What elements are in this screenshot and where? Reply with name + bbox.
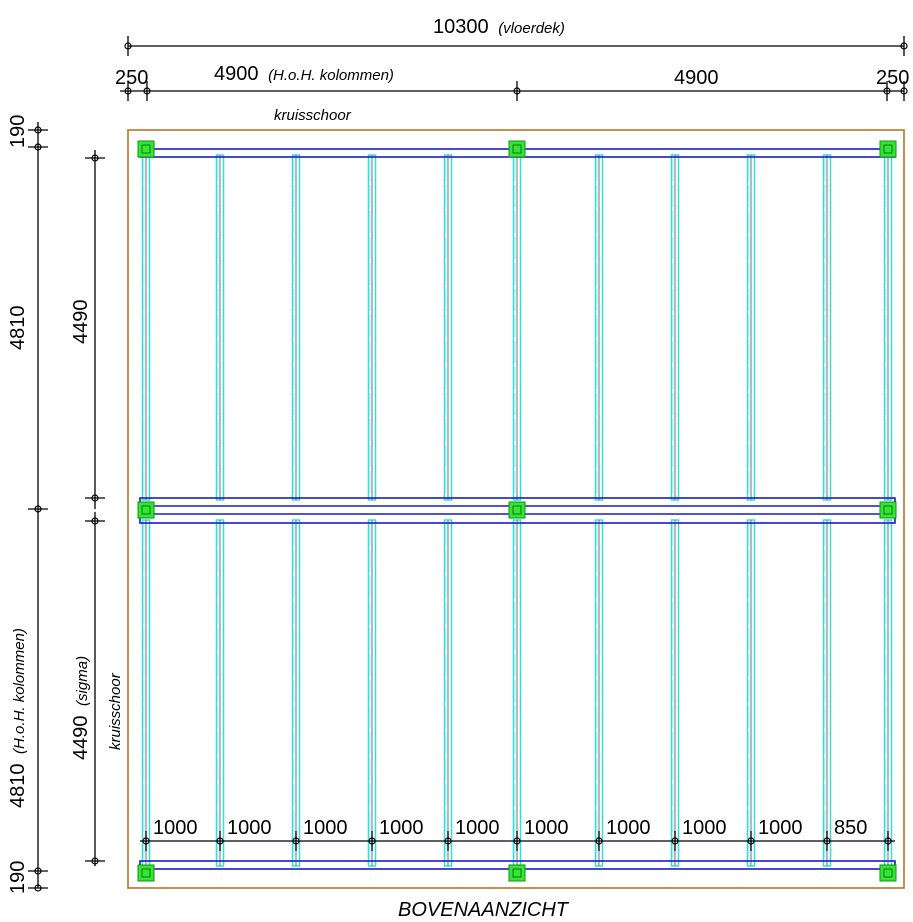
dimension-4810-top: 4810 (7, 306, 29, 351)
dimension-190-bottom: 190 (7, 861, 29, 894)
dimension-total-value: 10300 (433, 16, 489, 38)
joist-spacing-label: 1000 (524, 817, 569, 839)
left-brace-label: kruisschoor (107, 672, 124, 750)
column (508, 864, 526, 882)
joist-spacing-label: 1000 (758, 817, 803, 839)
joist-spacing-label: 1000 (379, 817, 424, 839)
joist-spacing-label: 1000 (455, 817, 500, 839)
dimension-left-outer: 190 4810 4810 (H.o.H. kolommen) 190 (7, 115, 48, 894)
svg-text:4810 (H.o.H. kolommen): 4810 (H.o.H. kolommen) (7, 628, 29, 808)
column (879, 140, 897, 158)
dimension-4900-left-note: (H.o.H. kolommen) (268, 67, 394, 84)
column (879, 501, 897, 519)
joists (141, 154, 893, 867)
svg-text:4490 (sigma): 4490 (sigma) (70, 656, 92, 760)
joist-spacing-label: 1000 (227, 817, 272, 839)
column (137, 501, 155, 519)
joist-spacing-label: 1000 (153, 817, 198, 839)
column (879, 864, 897, 882)
dimension-column-spacing: 250 4900 (H.o.H. kolommen) 4900 250 krui… (115, 63, 909, 124)
dimension-total-width: 10300 (vloerdek) (124, 16, 908, 56)
joist (746, 154, 756, 867)
svg-text:4900 (H.o.H. kolommen): 4900 (H.o.H. kolommen) (214, 63, 394, 85)
joist-spacing-label: 1000 (682, 817, 727, 839)
columns (137, 140, 897, 882)
joist (215, 154, 225, 867)
joist-spacing-label: 1000 (606, 817, 651, 839)
column (137, 140, 155, 158)
joist (822, 154, 832, 867)
dimension-250-left: 250 (115, 67, 148, 89)
dimension-total-note: (vloerdek) (498, 20, 565, 37)
joist (443, 154, 453, 867)
dimension-joist-spacing: 1000 1000 1000 1000 1000 1000 1000 1000 1000 850 (140, 817, 895, 851)
deck-outline (127, 129, 905, 889)
joist (594, 154, 604, 867)
dimension-left-inner: 4490 4490 (sigma) kruisschoor (70, 150, 124, 866)
joist (670, 154, 680, 867)
dimension-4810-bottom: 4810 (7, 764, 29, 809)
column (508, 140, 526, 158)
column (137, 864, 155, 882)
top-brace-label: kruisschoor (274, 107, 352, 124)
dimension-4490-bottom: 4490 (70, 716, 92, 761)
dimension-4810-bottom-note: (H.o.H. kolommen) (11, 628, 28, 754)
dimension-4900-left: 4900 (214, 63, 259, 85)
joist-spacing-label: 1000 (303, 817, 348, 839)
view-title: BOVENAANZICHT (398, 899, 570, 921)
column (508, 501, 526, 519)
joist-spacing-label: 850 (834, 817, 867, 839)
joist (367, 154, 377, 867)
joist (291, 154, 301, 867)
dimension-250-right: 250 (876, 67, 909, 89)
dimension-190-top: 190 (7, 115, 29, 148)
dimension-4900-right: 4900 (674, 67, 719, 89)
dimension-4490-bottom-note: (sigma) (74, 656, 91, 706)
dimension-4490-top: 4490 (70, 300, 92, 345)
svg-text:10300 (vloerdek): 10300 (vloerdek) (433, 16, 565, 38)
